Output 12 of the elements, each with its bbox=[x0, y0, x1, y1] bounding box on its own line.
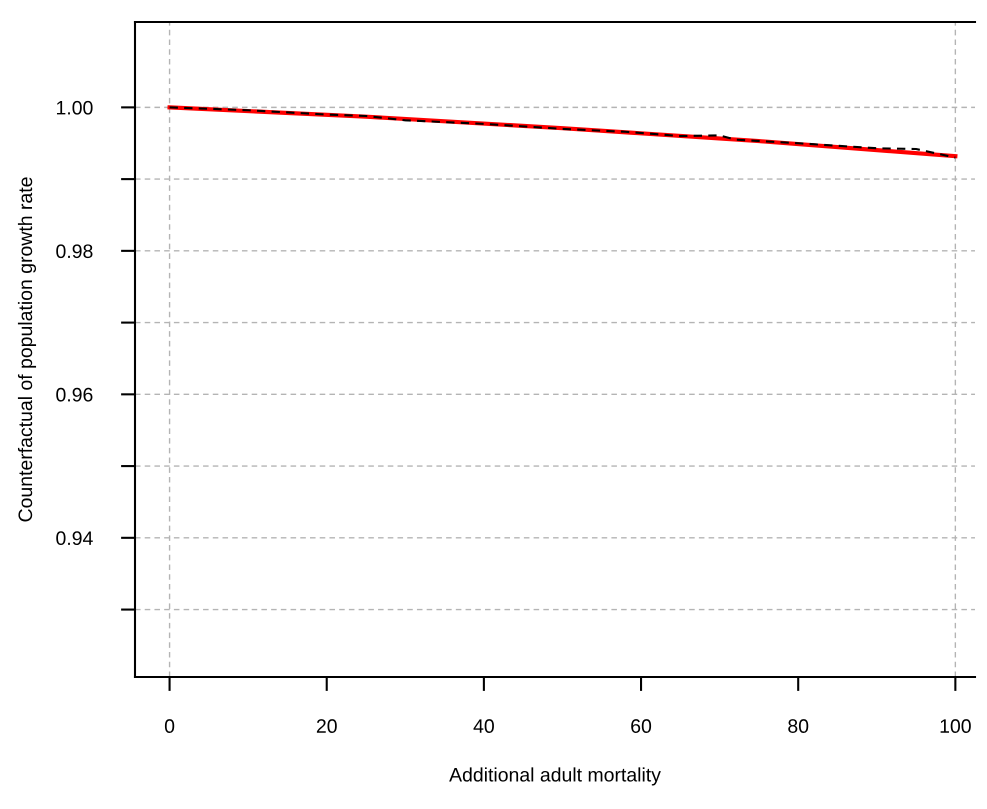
y-tick-label: 0.94 bbox=[56, 531, 93, 546]
x-tick-label: 60 bbox=[631, 719, 652, 733]
x-tick-label: 40 bbox=[474, 719, 494, 733]
y-tick-label: 0.96 bbox=[56, 388, 92, 402]
x-tick-label: 0 bbox=[164, 719, 174, 733]
text: 1.00 bbox=[56, 100, 93, 115]
x-tick-label: 20 bbox=[316, 719, 337, 733]
y-tick-label: 0.98 bbox=[56, 244, 92, 258]
y-axis-title: Counterfactual of population growth rate bbox=[18, 177, 36, 522]
x-tick-label: 100 bbox=[940, 719, 971, 733]
x-axis-title: Additional adult mortality bbox=[449, 767, 661, 786]
x-tick-label: 80 bbox=[788, 719, 808, 733]
